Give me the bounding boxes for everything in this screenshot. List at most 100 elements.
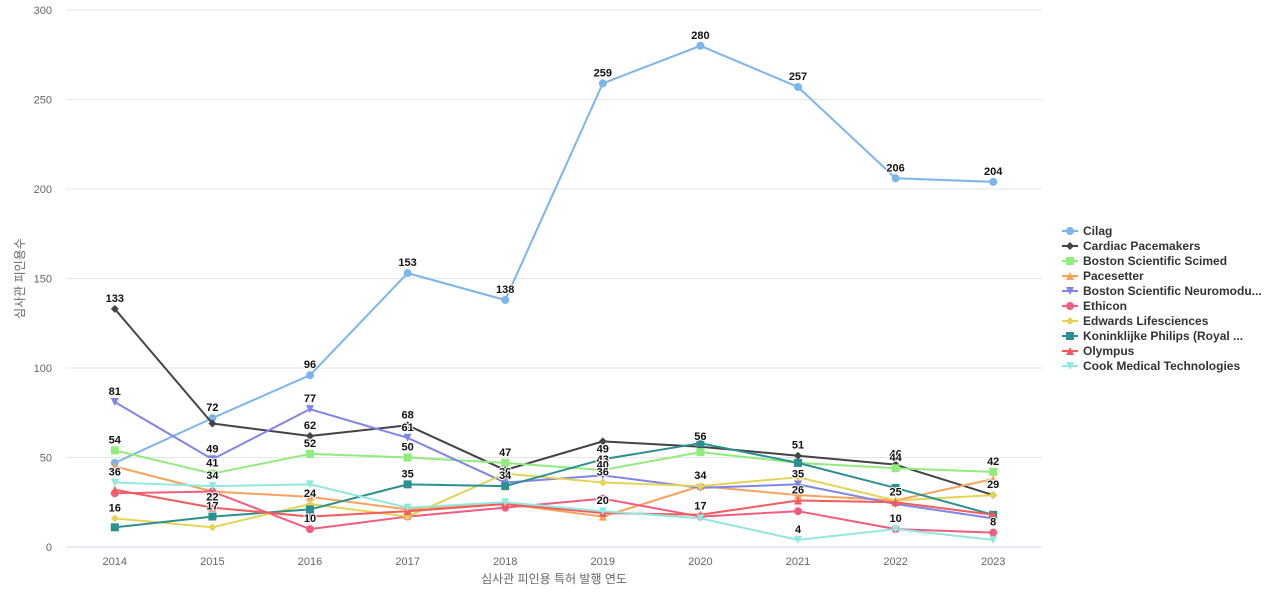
series-9 <box>110 478 998 544</box>
x-tick-label: 2019 <box>591 556 615 568</box>
data-point <box>598 471 607 480</box>
data-point <box>208 419 217 428</box>
y-tick-label: 200 <box>34 184 52 196</box>
data-label: 17 <box>694 501 706 513</box>
data-point <box>110 523 119 532</box>
data-label: 35 <box>792 468 804 480</box>
data-point <box>598 437 607 446</box>
legend-label: Ethicon <box>1083 299 1127 313</box>
y-tick-label: 0 <box>46 542 52 554</box>
series-line <box>114 465 994 518</box>
legend-label: Cilag <box>1083 224 1112 238</box>
data-point <box>696 514 705 523</box>
legend-item: Ethicon <box>1062 299 1127 313</box>
data-point <box>989 474 998 483</box>
series-line <box>114 44 994 464</box>
legend-marker <box>1066 287 1074 295</box>
x-tick-label: 2018 <box>493 556 517 568</box>
data-label: 20 <box>597 495 609 507</box>
legend-label: Boston Scientific Neuromodu... <box>1083 284 1262 298</box>
data-label: 36 <box>597 467 609 479</box>
data-label: 257 <box>789 71 807 83</box>
data-point <box>598 494 607 503</box>
data-label: 51 <box>792 440 804 452</box>
data-label: 43 <box>597 454 609 466</box>
x-tick-label: 2023 <box>981 556 1005 568</box>
x-tick-label: 2022 <box>883 556 907 568</box>
data-point <box>403 421 412 430</box>
data-point <box>794 82 802 91</box>
legend-marker <box>1066 272 1074 280</box>
data-point <box>403 503 412 512</box>
data-point <box>306 512 314 521</box>
data-label: 50 <box>401 442 413 454</box>
data-label: 153 <box>398 257 416 269</box>
data-point <box>403 433 412 442</box>
y-tick-label: 150 <box>34 274 52 286</box>
data-point <box>696 448 705 457</box>
series-2 <box>110 446 998 478</box>
series-line <box>114 308 994 497</box>
legend-label: Boston Scientific Scimed <box>1083 254 1227 268</box>
data-point <box>794 491 802 500</box>
series-line <box>114 472 994 529</box>
data-label: 49 <box>597 443 609 455</box>
data-label: 77 <box>304 393 316 405</box>
y-tick-label: 100 <box>34 363 52 375</box>
data-point <box>989 491 998 500</box>
data-point <box>891 464 900 473</box>
series-0 <box>110 41 998 467</box>
data-point <box>306 505 314 514</box>
data-point <box>403 269 412 278</box>
data-point <box>501 295 510 304</box>
data-point <box>794 458 802 467</box>
data-label: 34 <box>499 470 512 482</box>
x-tick-label: 2016 <box>298 556 322 568</box>
data-point <box>306 525 314 534</box>
legend-label: Edwards Lifesciences <box>1083 314 1209 328</box>
legend-marker <box>1066 257 1074 265</box>
data-label: 29 <box>987 479 999 491</box>
data-label: 29 <box>987 479 999 491</box>
data-label: 68 <box>401 409 413 421</box>
legend-item: Cook Medical Technologies <box>1062 359 1240 373</box>
y-tick-label: 250 <box>34 95 52 107</box>
data-point <box>891 483 900 492</box>
legend-label: Olympus <box>1083 344 1135 358</box>
legend-marker <box>1066 332 1074 340</box>
data-point <box>306 449 314 458</box>
data-point <box>110 478 119 487</box>
data-point <box>598 455 607 464</box>
legend-item: Koninklijke Philips (Royal ... <box>1062 329 1243 343</box>
data-point <box>794 473 802 482</box>
data-point <box>110 304 119 313</box>
legend-label: Cook Medical Technologies <box>1083 359 1240 373</box>
data-label: 204 <box>984 166 1003 178</box>
legend-label: Pacesetter <box>1083 269 1144 283</box>
data-label: 10 <box>304 513 316 525</box>
legend-label: Koninklijke Philips (Royal ... <box>1083 329 1243 343</box>
legend-item: Pacesetter <box>1062 269 1144 283</box>
legend-marker <box>1066 362 1074 370</box>
data-label: 81 <box>109 386 121 398</box>
data-point <box>208 469 217 478</box>
data-label: 280 <box>691 30 709 42</box>
data-point <box>306 432 314 441</box>
data-point <box>403 480 412 489</box>
x-tick-label: 2021 <box>786 556 810 568</box>
data-point <box>110 514 119 523</box>
data-point <box>794 507 802 516</box>
legend-marker <box>1066 302 1074 310</box>
data-label: 10 <box>889 513 901 525</box>
legend-marker <box>1066 227 1074 235</box>
data-point <box>891 525 900 534</box>
data-label: 49 <box>206 443 218 455</box>
data-point <box>598 507 607 516</box>
data-label: 40 <box>597 459 609 471</box>
data-label: 42 <box>987 456 999 468</box>
legend-marker <box>1066 317 1074 325</box>
data-point <box>501 458 510 467</box>
data-label: 8 <box>990 517 996 529</box>
data-point <box>696 482 705 491</box>
